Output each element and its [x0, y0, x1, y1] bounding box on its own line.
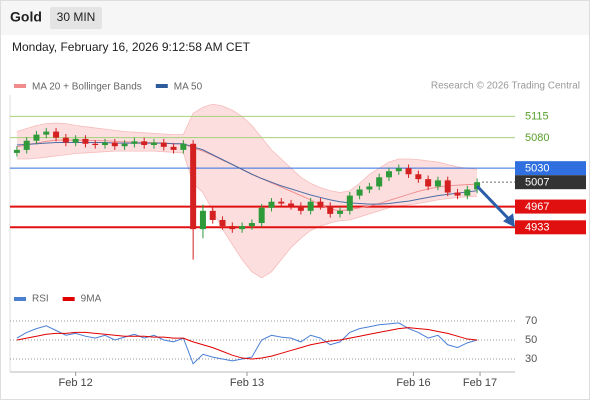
candle-body [229, 226, 236, 230]
level-box [515, 220, 586, 235]
candle-body [464, 189, 471, 196]
level-label: 4967 [525, 201, 549, 213]
legend-swatch [14, 84, 26, 88]
candle-body [356, 189, 363, 196]
x-tick-label: Feb 13 [230, 377, 264, 389]
level-box [515, 199, 586, 214]
legend-label: MA 50 [174, 82, 203, 93]
timeframe-tab[interactable] [50, 7, 102, 29]
legend-swatch [14, 297, 26, 301]
candle-body [150, 142, 157, 145]
legend-label: MA 20 + Bollinger Bands [32, 82, 142, 93]
candle-body [82, 138, 89, 144]
x-tick-label: Feb 17 [463, 377, 497, 389]
candle-body [248, 223, 255, 227]
candle-body [385, 171, 392, 178]
level-label: 5007 [525, 177, 549, 189]
datetime: Monday, February 16, 2026 9:12:58 AM CET [12, 40, 251, 54]
candle-body [376, 177, 383, 187]
y-tick-label: 70 [525, 315, 537, 327]
level-label: 5115 [525, 111, 549, 123]
candle-body [180, 143, 187, 150]
legend-swatch [155, 84, 168, 88]
candle-body [454, 192, 461, 196]
x-tick-label: Feb 12 [59, 377, 93, 389]
forecast-arrow [476, 185, 513, 223]
candle-body [258, 207, 265, 224]
band-upper [16, 103, 478, 193]
legend-swatch [62, 297, 75, 301]
candle-body [92, 143, 99, 145]
candle-body [62, 137, 69, 143]
candle-body [160, 142, 167, 147]
level-label: 4933 [525, 222, 549, 234]
candle-body [444, 180, 451, 193]
candle-body [209, 210, 216, 220]
candle-body [327, 205, 334, 214]
candle-body [366, 186, 373, 190]
level-box [515, 175, 586, 190]
candle-body [219, 219, 226, 227]
candle-body [23, 140, 30, 150]
candle-body [346, 195, 353, 211]
candle-body [268, 201, 275, 208]
y-tick-label: 50 [525, 334, 537, 346]
candle-body [199, 210, 206, 230]
candle-body [190, 143, 197, 230]
candle-body [33, 134, 40, 141]
candle-body [288, 203, 295, 206]
level-label: 5030 [525, 163, 549, 175]
band-fill [16, 104, 478, 278]
candle-body [405, 168, 412, 175]
candle-body [111, 142, 118, 147]
level-label: 5080 [525, 132, 549, 144]
title: Gold [10, 9, 42, 25]
candle-body [102, 142, 109, 145]
candle-body [131, 141, 138, 144]
candle-body [337, 210, 344, 214]
ma-line [16, 142, 478, 205]
level-box [515, 161, 586, 176]
x-tick-label: Feb 16 [396, 377, 430, 389]
candle-body [53, 131, 60, 138]
candle-body [13, 149, 20, 153]
candle-body [43, 131, 50, 135]
candle-body [141, 141, 148, 145]
candle-body [72, 138, 79, 143]
candle-body [297, 205, 304, 211]
candle-body [170, 146, 177, 150]
legend-label: 9MA [81, 294, 102, 305]
candle-body [395, 168, 402, 172]
candle-body [415, 174, 422, 180]
timeframe[interactable]: 30 MIN [57, 10, 96, 24]
source: Research © 2026 Trading Central [431, 81, 580, 92]
candle-body [434, 180, 441, 187]
candle-body [474, 182, 481, 190]
candle-body [121, 143, 128, 147]
candle-body [239, 226, 246, 230]
candle-body [317, 201, 324, 206]
y-tick-label: 30 [525, 353, 537, 365]
forecast-arrowhead [503, 213, 515, 228]
legend-label: RSI [32, 294, 49, 305]
rsi-line [16, 327, 478, 360]
candle-body [278, 201, 285, 204]
candle-body [307, 201, 314, 211]
candle-body [425, 179, 432, 187]
